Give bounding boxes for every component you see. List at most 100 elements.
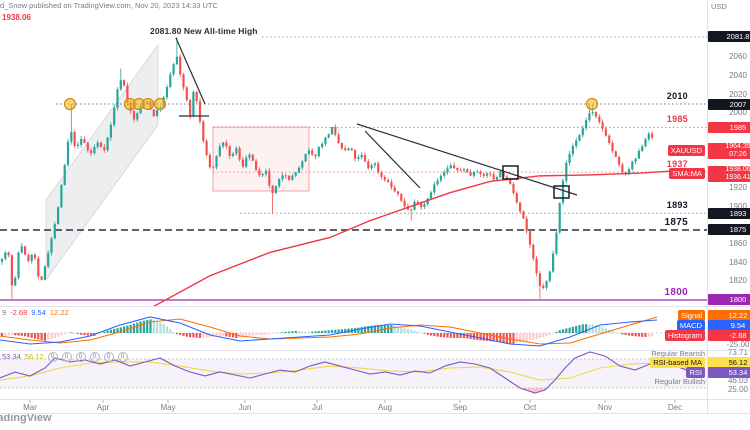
pane-separator-macd[interactable]: [0, 306, 750, 307]
candle-body: [561, 180, 565, 203]
candle-body: [311, 150, 314, 155]
candle-body: [453, 165, 456, 169]
macd-histogram-bar: [66, 332, 70, 333]
macd-histogram-bar: [492, 333, 495, 342]
macd-histogram-bar: [585, 324, 588, 333]
candle-body: [651, 133, 654, 138]
macd-main-line: [0, 316, 658, 347]
candle-body: [469, 172, 472, 176]
candle-body: [136, 113, 139, 120]
candle-body: [552, 253, 555, 272]
macd-histogram-bar: [568, 327, 571, 333]
candle-body: [647, 133, 650, 140]
candle-body: [631, 161, 634, 170]
macd-histogram-bar: [60, 333, 63, 336]
macd-histogram-bar: [462, 333, 466, 338]
macd-histogram-bar: [390, 325, 393, 333]
candle-body: [426, 198, 429, 205]
rsi-oversold-fill: [522, 388, 546, 393]
macd-histogram-bar: [165, 326, 169, 333]
candle-body: [377, 163, 380, 173]
candle-body: [462, 169, 466, 171]
candle-body: [512, 183, 515, 194]
candle-body: [568, 153, 571, 163]
candle-body: [538, 273, 541, 286]
time-axis[interactable]: [0, 399, 750, 414]
candle-body: [354, 150, 357, 159]
candle-body: [281, 175, 284, 180]
candle-body: [103, 147, 106, 151]
macd-histogram-bar: [420, 332, 423, 333]
macd-histogram-bar: [311, 331, 314, 333]
divergence-zero: 0: [75, 352, 86, 363]
candle-body: [588, 113, 591, 121]
candle-body: [231, 153, 235, 156]
macd-histogram-bar: [555, 331, 558, 333]
candle-body: [106, 137, 109, 151]
bottom-border: [0, 413, 750, 414]
candle-body: [43, 266, 46, 280]
pane-separator-rsi[interactable]: [0, 350, 750, 351]
publish-attribution: d_Snow published on TradingView.com, Nov…: [0, 1, 218, 10]
macd-histogram-bar: [367, 325, 370, 333]
candle-body: [472, 172, 475, 176]
macd-histogram-bar: [519, 333, 522, 343]
macd-histogram-bar: [40, 333, 43, 341]
rising-channel: [45, 43, 159, 282]
candle-body: [627, 169, 631, 175]
macd-histogram-bar: [179, 333, 182, 336]
candle-body: [337, 134, 340, 143]
candle-body: [545, 280, 548, 288]
macd-histogram-bar: [624, 333, 627, 335]
macd-histogram-bar: [175, 333, 178, 335]
macd-histogram-bar: [400, 327, 403, 333]
candle-body: [380, 172, 383, 177]
macd-histogram-bar: [7, 333, 10, 336]
candle-body: [522, 211, 525, 219]
rsi-pane: [0, 351, 707, 394]
candle-body: [205, 140, 208, 155]
candle-body: [443, 172, 446, 176]
candle-body: [60, 185, 63, 208]
macd-histogram-bar: [198, 333, 202, 338]
candle-body: [466, 169, 469, 173]
macd-signal-value: 12.22: [49, 308, 69, 317]
macd-histogram-bar: [50, 333, 53, 340]
candle-body: [340, 142, 343, 149]
macd-histogram-bar: [251, 333, 254, 336]
candle-body: [182, 74, 185, 88]
macd-histogram-bar: [344, 328, 347, 333]
macd-histogram-bar: [258, 333, 261, 336]
sma-current-value: 1938.06: [2, 13, 31, 22]
macd-histogram-bar: [182, 333, 185, 336]
macd-histogram-bar: [159, 322, 162, 333]
candle-body: [373, 163, 376, 166]
macd-histogram-bar: [255, 333, 258, 336]
macd-histogram-bar: [370, 325, 373, 333]
macd-histogram-bar: [24, 333, 27, 337]
candle-body: [172, 64, 175, 75]
candle-body: [416, 201, 419, 204]
candle-body: [119, 80, 122, 90]
candle-body: [370, 165, 373, 169]
candle-body: [555, 232, 558, 254]
axis-divider: [707, 0, 708, 414]
macd-histogram-bar: [641, 333, 644, 337]
macd-histogram-bar: [142, 320, 145, 333]
macd-histogram-bar: [571, 326, 574, 333]
macd-histogram-bar: [14, 333, 17, 336]
candle-body: [50, 238, 53, 253]
candle-body: [321, 143, 324, 148]
macd-histogram-bar: [238, 333, 241, 338]
macd-histogram-bar: [235, 333, 238, 338]
candle-body: [17, 252, 20, 278]
candle-body: [30, 254, 33, 261]
macd-histogram-bar: [215, 333, 218, 337]
candle-body: [601, 122, 604, 129]
macd-histogram-bar: [106, 330, 109, 333]
price-axis[interactable]: [707, 0, 750, 414]
candle-body: [53, 224, 56, 239]
candle-body: [202, 121, 205, 141]
macd-histogram-bar: [436, 333, 439, 337]
